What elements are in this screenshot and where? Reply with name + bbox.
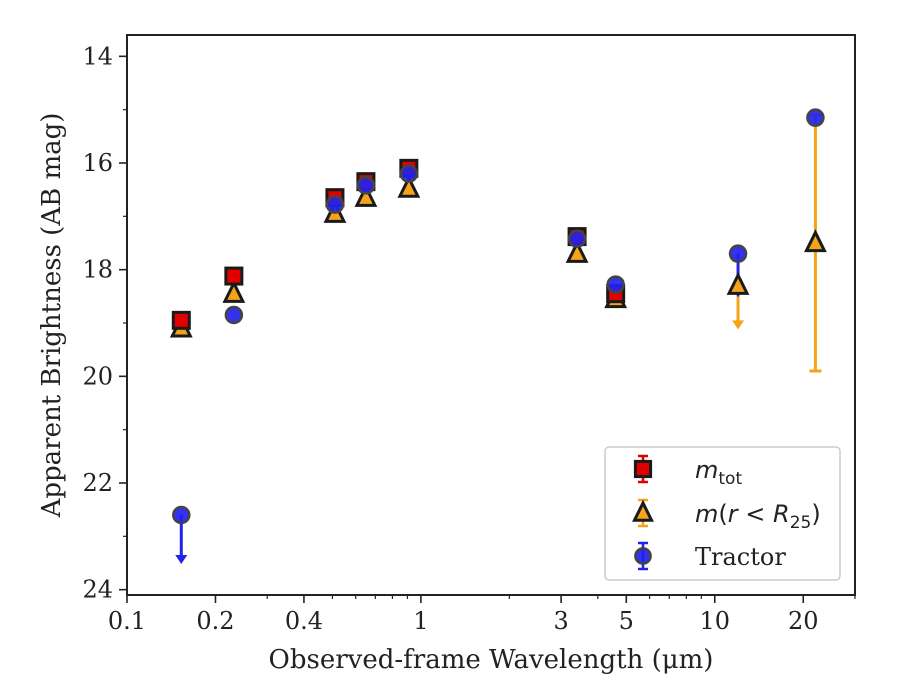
data-point-square — [224, 266, 244, 286]
upper-limit-arrow-head — [175, 555, 188, 564]
x-tick-label: 20 — [788, 607, 819, 635]
y-tick-label: 20 — [82, 362, 113, 390]
y-axis-label: Apparent Brightness (AB mag) — [37, 113, 67, 519]
data-point-circle — [325, 195, 345, 214]
data-point-circle — [356, 176, 376, 195]
plot-frame — [126, 34, 856, 596]
data-point-triangle — [565, 239, 589, 263]
data-point-circle — [728, 244, 748, 263]
x-tick-label: 0.1 — [108, 607, 146, 635]
data-point-circle — [567, 229, 587, 248]
legend-marker-square — [633, 459, 653, 479]
legend-marker-triangle — [632, 499, 654, 522]
data-point-square — [171, 310, 191, 330]
legend-label-mr25: m(r < R25) — [695, 500, 821, 533]
y-tick-label: 22 — [82, 469, 113, 497]
x-tick-label: 5 — [619, 607, 634, 635]
data-point-triangle — [354, 183, 378, 207]
data-point-triangle — [803, 229, 827, 253]
legend-box — [604, 446, 841, 581]
y-tick-label: 24 — [82, 576, 113, 604]
legend-marker-circle — [634, 547, 652, 565]
x-tick-label: 10 — [700, 607, 731, 635]
x-tick-label: 0.4 — [285, 607, 323, 635]
data-point-triangle — [726, 271, 750, 295]
data-point-triangle — [222, 279, 246, 303]
y-tick-label: 16 — [82, 149, 113, 177]
data-point-circle — [224, 305, 244, 325]
data-point-triangle — [397, 174, 421, 198]
data-point-circle — [399, 164, 419, 183]
y-tick-label: 14 — [82, 42, 113, 70]
upper-limit-arrow-head — [732, 320, 745, 330]
x-tick-label: 3 — [553, 607, 568, 635]
legend-label-tractor: Tractor — [695, 543, 786, 571]
data-point-circle — [606, 275, 625, 294]
data-point-circle — [172, 505, 191, 525]
legend-label-mtot: mtot — [695, 456, 742, 489]
y-tick-label: 18 — [82, 256, 113, 284]
data-point-circle — [806, 108, 825, 127]
x-tick-label: 1 — [413, 607, 428, 635]
x-tick-label: 0.2 — [196, 607, 234, 635]
x-axis-label: Observed-frame Wavelength (μm) — [269, 645, 714, 675]
